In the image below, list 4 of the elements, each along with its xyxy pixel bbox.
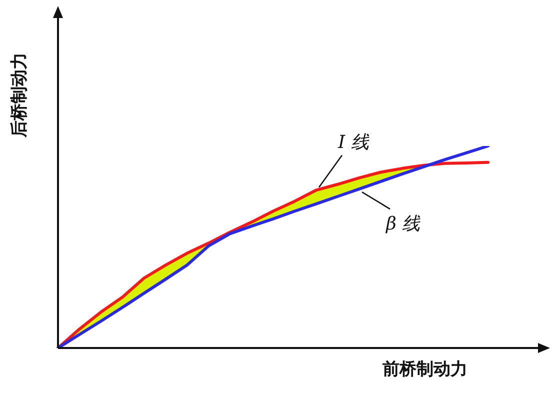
y-axis-title: 后桥制动力 [9,52,30,138]
series-label: I 线 [337,132,370,153]
series-label: β 线 [385,214,422,235]
x-axis-title: 前桥制动力 [382,359,468,380]
